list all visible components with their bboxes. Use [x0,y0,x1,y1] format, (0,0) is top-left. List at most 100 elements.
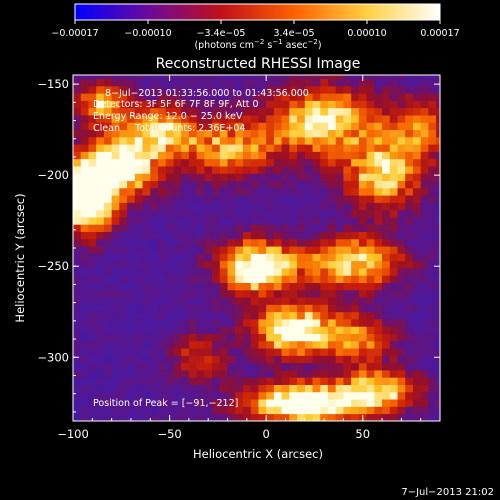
heatmap-cell [420,136,429,145]
heatmap-cell [266,122,275,131]
heatmap-cell [212,370,221,378]
heatmap-cell [111,289,120,298]
heatmap-cell [289,253,298,262]
heatmap-cell [250,362,259,371]
heatmap-cell [312,144,321,152]
heatmap-cell [212,362,221,371]
heatmap-cell [397,217,406,225]
heatmap-cell [428,275,437,283]
heatmap-cell [281,129,290,138]
heatmap-cell [212,93,221,101]
heatmap-cell [250,304,259,313]
heatmap-cell [196,93,205,101]
heatmap-cell [366,180,375,189]
heatmap-cell [320,107,329,116]
heatmap-cell [297,370,306,378]
heatmap-cell [73,75,82,80]
heatmap-cell [335,399,344,407]
heatmap-cell [212,158,221,167]
heatmap-cell [212,268,221,276]
heatmap-cell [374,370,383,378]
heatmap-cell [266,217,275,225]
heatmap-cell [412,253,422,262]
heatmap-cell [103,384,113,393]
heatmap-cell [343,304,352,313]
heatmap-cell [212,253,221,262]
heatmap-cell [188,136,198,145]
heatmap-cell [73,115,82,123]
heatmap-cell [389,246,398,254]
heatmap-cell [165,151,174,160]
heatmap-cell [212,311,221,320]
heatmap-cell [157,209,167,218]
heatmap-cell [358,377,367,385]
heatmap-cell [297,85,306,94]
heatmap-cell [235,158,244,167]
heatmap-cell [134,413,143,421]
heatmap-cell [335,78,344,87]
heatmap-cell [335,136,344,145]
heatmap-cell [219,129,228,138]
heatmap-cell [173,93,182,101]
heatmap-cell [150,370,159,378]
heatmap-cell [80,246,89,254]
heatmap-cell [428,333,437,342]
heatmap-cell [96,333,105,342]
heatmap-cell [273,260,283,269]
heatmap-cell [150,297,159,305]
heatmap-cell [389,399,398,407]
heatmap-cell [374,122,383,131]
heatmap-cell [111,268,120,276]
heatmap-cell [366,144,375,152]
heatmap-cell [320,399,329,407]
heatmap-cell [273,326,283,334]
heatmap-cell [320,202,329,211]
heatmap-cell [382,202,391,211]
heatmap-cell [289,377,298,385]
heatmap-cell [227,238,236,247]
heatmap-cell [289,282,298,291]
heatmap-cell [142,187,151,196]
heatmap-cell [428,297,437,305]
heatmap-cell [428,348,437,356]
heatmap-cell [374,173,383,182]
heatmap-cell [181,260,190,269]
heatmap-cell [219,326,228,334]
heatmap-cell [304,326,313,334]
heatmap-cell [281,377,290,385]
heatmap-cell [366,399,375,407]
heatmap-cell [374,93,383,101]
heatmap-cell [358,326,367,334]
heatmap-cell [242,253,252,262]
heatmap-cell [219,340,228,349]
heatmap-cell [88,144,97,152]
heatmap-cell [88,406,97,415]
heatmap-cell [150,399,159,407]
heatmap-cell [412,78,422,87]
heatmap-cell [266,224,275,233]
heatmap-cell [358,93,367,101]
heatmap-cell [436,122,440,131]
heatmap-cell [188,246,198,254]
heatmap-cell [320,289,329,298]
heatmap-cell [343,319,352,327]
heatmap-cell [119,202,128,211]
heatmap-cell [242,173,252,182]
heatmap-cell [173,115,182,123]
heatmap-cell [382,78,391,87]
heatmap-cell [188,166,198,174]
heatmap-cell [181,136,190,145]
heatmap-cell [96,304,105,313]
heatmap-cell [157,297,167,305]
heatmap-cell [436,217,440,225]
heatmap-cell [289,260,298,269]
heatmap-cell [150,362,159,371]
heatmap-cell [258,340,267,349]
heatmap-cell [80,187,89,196]
heatmap-cell [127,304,136,313]
heatmap-cell [436,209,440,218]
heatmap-cell [273,275,283,283]
heatmap-cell [73,151,82,160]
heatmap-cell [366,100,375,109]
heatmap-cell [258,311,267,320]
